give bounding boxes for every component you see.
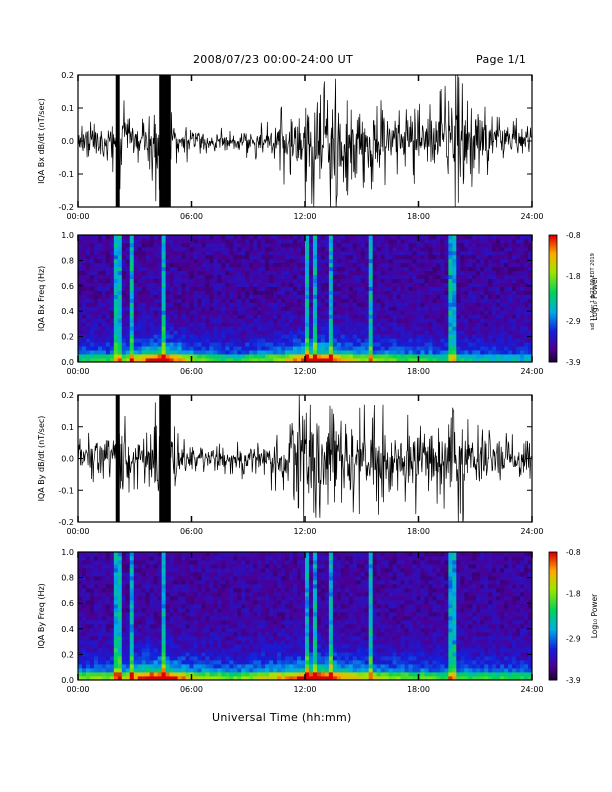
panel-2: 1.0 0.8 0.6 0.4 0.2 0.000:00 06:00 12:00 18:00 24… (37, 231, 599, 376)
burst-3-2 (163, 395, 168, 522)
y-tick-label: 0.0 (61, 358, 74, 367)
y-tick-label: -0.1 (58, 170, 74, 179)
burst-1-1 (159, 75, 164, 207)
x-tick-label: 06:00 (180, 212, 203, 221)
x-tick-label: 12:00 (293, 212, 316, 221)
x-tick-label: 24:00 (520, 685, 543, 694)
y-axis-label-1: IQA Bx dB/dt (nT/sec) (37, 98, 46, 184)
x-tick-label: 18:00 (407, 212, 430, 221)
x-tick-label: 00:00 (66, 685, 89, 694)
colorbar-frame (548, 234, 558, 363)
x-tick-label: 06:00 (180, 685, 203, 694)
x-tick-label: 18:00 (407, 367, 430, 376)
burst-3-1 (159, 395, 164, 522)
x-tick-label: 00:00 (66, 527, 89, 536)
page-indicator: Page 1/1 (476, 53, 527, 66)
burst-3-0 (115, 395, 120, 522)
x-tick-label: 06:00 (180, 367, 203, 376)
colorbar-frame (548, 551, 558, 681)
y-axis-label-3: IQA By dB/dt (nT/sec) (37, 416, 46, 502)
y-tick-label: -0.2 (58, 518, 74, 527)
x-tick-label: 18:00 (407, 685, 430, 694)
y-tick-label: -0.2 (58, 203, 74, 212)
y-tick-label: 0.6 (61, 282, 74, 291)
y-tick-label: 0.2 (61, 391, 74, 400)
x-axis-label: Universal Time (hh:mm) (212, 711, 352, 724)
y-tick-label: 1.0 (61, 548, 74, 557)
y-axis-label-4: IQA By Freq (Hz) (37, 583, 46, 649)
side-note: sdl 11 Apr 1 1/21 09 EDT 2019 (590, 253, 596, 330)
series-line-1 (78, 75, 532, 207)
y-tick-label: 0.4 (61, 307, 74, 316)
colorbar-label: Log₁₀ Power (590, 593, 599, 638)
colorbar-tick-label: -0.8 (566, 548, 581, 557)
x-tick-label: 12:00 (293, 527, 316, 536)
burst-1-0 (115, 75, 120, 207)
y-tick-label: 0.0 (61, 137, 74, 146)
y-tick-label: -0.1 (58, 486, 74, 495)
y-tick-label: 0.1 (61, 104, 74, 113)
colorbar-tick-label: -2.9 (566, 317, 581, 326)
colorbar-tick-label: -3.9 (566, 676, 581, 685)
figure-title: 2008/07/23 00:00-24:00 UT (193, 53, 354, 66)
x-tick-label: 12:00 (293, 367, 316, 376)
burst-1-2 (163, 75, 168, 207)
heatmap-cells-4 (78, 552, 533, 681)
y-tick-label: 0.1 (61, 423, 74, 432)
x-tick-label: 06:00 (180, 527, 203, 536)
panel-4: 1.0 0.8 0.6 0.4 0.2 0.000:00 06:00 12:00 18:00 24… (37, 548, 599, 694)
y-axis-label-2: IQA Bx Freq (Hz) (37, 266, 46, 332)
x-tick-label: 24:00 (520, 367, 543, 376)
x-tick-label: 24:00 (520, 212, 543, 221)
heatmap-cells-2 (78, 235, 533, 363)
colorbar-tick-label: -0.8 (566, 231, 581, 240)
x-tick-label: 24:00 (520, 527, 543, 536)
x-tick-label: 12:00 (293, 685, 316, 694)
colorbar-tick-label: -3.9 (566, 358, 581, 367)
colorbar-label: Log₁₀ Power (590, 275, 599, 320)
y-tick-label: 0.2 (61, 71, 74, 80)
x-tick-label: 00:00 (66, 212, 89, 221)
y-tick-label: 0.4 (61, 625, 74, 634)
colorbar-2: -0.8 -1.8 -2.9 -3.9 Log₁₀ Power (548, 231, 599, 367)
colorbar-tick-label: -1.8 (566, 589, 581, 598)
y-tick-label: 0.0 (61, 455, 74, 464)
colorbar-tick-label: -2.9 (566, 635, 581, 644)
panel-1: 0.2 0.1 0.0 -0.1 -0.200:00 06:00 12:00 18:00 24:… (37, 71, 544, 221)
colorbar-4: -0.8 -1.8 -2.9 -3.9 Log₁₀ Power (548, 548, 599, 685)
burst-3-3 (166, 395, 171, 522)
y-tick-label: 1.0 (61, 231, 74, 240)
x-tick-label: 18:00 (407, 527, 430, 536)
y-tick-label: 0.0 (61, 676, 74, 685)
panel-3: 0.2 0.1 0.0 -0.1 -0.200:00 06:00 12:00 18:00 24:… (37, 391, 544, 536)
y-tick-label: 0.6 (61, 599, 74, 608)
burst-1-3 (166, 75, 171, 207)
y-tick-label: 0.8 (61, 574, 74, 583)
y-tick-label: 0.8 (61, 256, 74, 265)
y-tick-label: 0.2 (61, 650, 74, 659)
y-tick-label: 0.2 (61, 333, 74, 342)
colorbar-tick-label: -1.8 (566, 272, 581, 281)
series-line-3 (78, 395, 532, 522)
x-tick-label: 00:00 (66, 367, 89, 376)
